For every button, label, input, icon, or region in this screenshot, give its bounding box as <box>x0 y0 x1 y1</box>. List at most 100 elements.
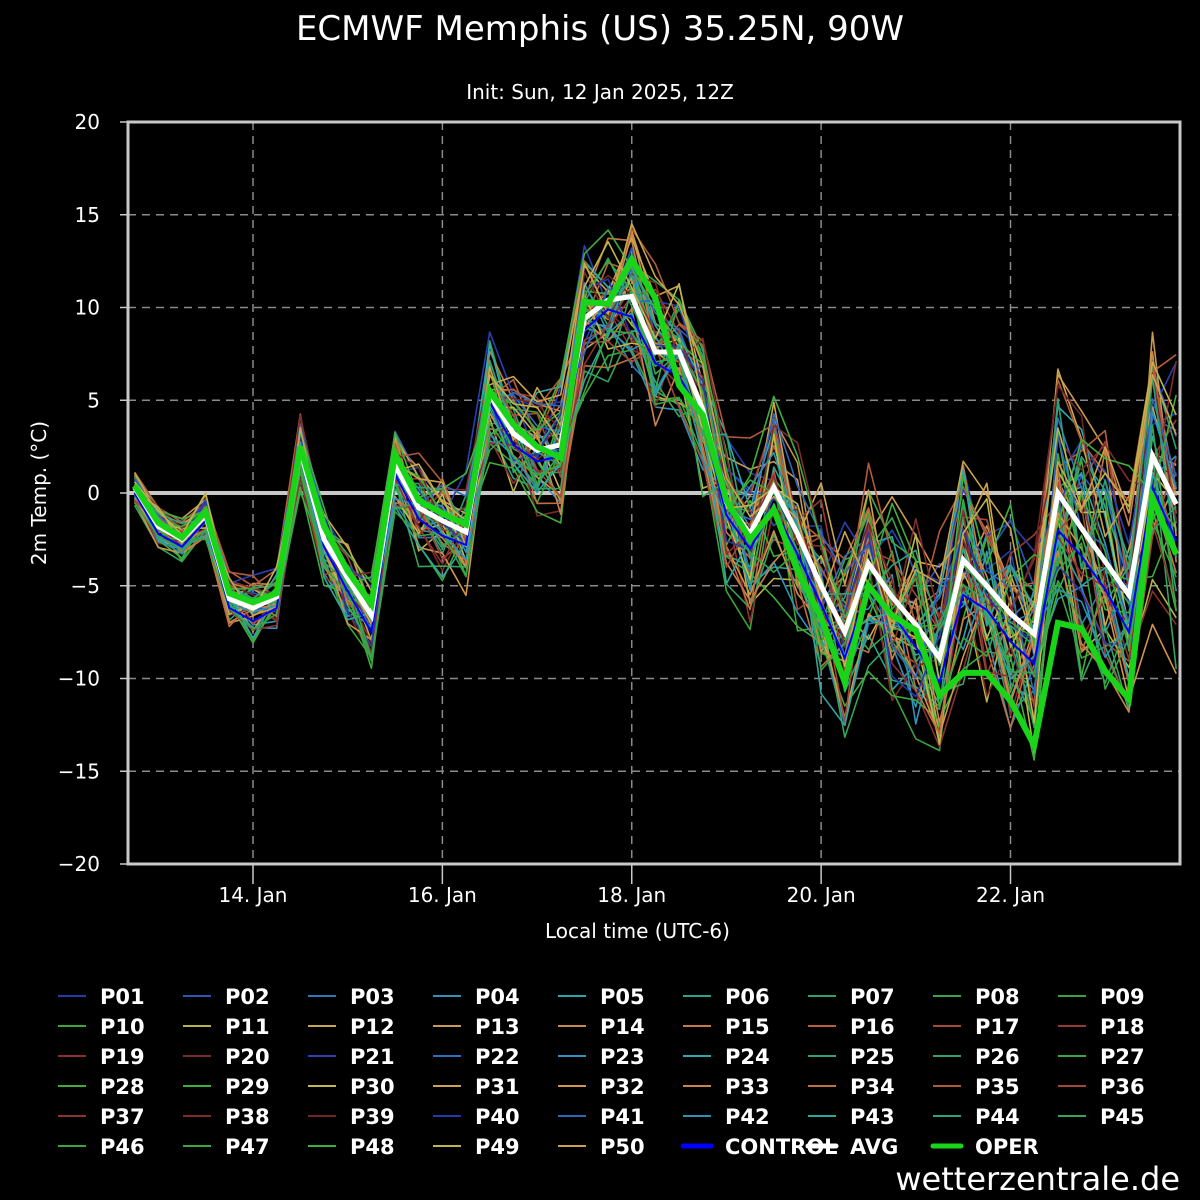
legend-label: P11 <box>225 1015 270 1039</box>
x-tick-label: 18. Jan <box>597 883 666 907</box>
legend-item: P23 <box>558 1045 645 1069</box>
x-tick-label: 14. Jan <box>218 883 287 907</box>
legend-label: P42 <box>725 1105 770 1129</box>
plot-frame <box>126 120 1182 866</box>
legend-item: P01 <box>58 985 145 1009</box>
legend-label: P31 <box>475 1075 520 1099</box>
legend-item: P17 <box>933 1015 1020 1039</box>
legend-label: P29 <box>225 1075 270 1099</box>
legend-item: AVG <box>805 1135 898 1159</box>
y-tick-label: 0 <box>87 481 100 505</box>
legend-label: P41 <box>600 1105 645 1129</box>
legend-item: P24 <box>683 1045 770 1069</box>
legend-item: P02 <box>183 985 270 1009</box>
legend-item: P50 <box>558 1135 645 1159</box>
legend-item: P19 <box>58 1045 145 1069</box>
legend-label: P06 <box>725 985 770 1009</box>
y-tick-label: −10 <box>58 667 100 691</box>
legend-label: P17 <box>975 1015 1020 1039</box>
legend-label: P46 <box>100 1135 145 1159</box>
legend-label: P14 <box>600 1015 645 1039</box>
x-axis: 14. Jan 16. Jan 18. Jan 20. Jan 22. Jan <box>218 864 1045 907</box>
legend-label: P34 <box>850 1075 895 1099</box>
legend-item: P16 <box>808 1015 895 1039</box>
legend-label: P02 <box>225 985 270 1009</box>
legend-label: P21 <box>350 1045 395 1069</box>
legend-item: P06 <box>683 985 770 1009</box>
legend-label: P36 <box>1100 1075 1145 1099</box>
legend-label: P32 <box>600 1075 645 1099</box>
y-tick-label: 15 <box>75 203 100 227</box>
main-series <box>132 253 1179 755</box>
legend-label: P48 <box>350 1135 395 1159</box>
legend-label: P20 <box>225 1045 270 1069</box>
legend-label: P22 <box>475 1045 520 1069</box>
legend-label: P16 <box>850 1015 895 1039</box>
legend-label: P07 <box>850 985 895 1009</box>
legend-item: P04 <box>433 985 520 1009</box>
legend-item: P18 <box>1058 1015 1145 1039</box>
legend-label: P19 <box>100 1045 145 1069</box>
legend-item: P27 <box>1058 1045 1145 1069</box>
legend-item: P33 <box>683 1075 770 1099</box>
legend-item: P30 <box>308 1075 395 1099</box>
y-axis-label: 2m Temp. (°C) <box>27 421 51 565</box>
legend-label: P33 <box>725 1075 770 1099</box>
legend-item: P10 <box>58 1015 145 1039</box>
legend-label: P47 <box>225 1135 270 1159</box>
legend-item: P22 <box>433 1045 520 1069</box>
legend-label: P08 <box>975 985 1020 1009</box>
credit-text: wetterzentrale.de <box>895 1160 1180 1198</box>
legend-label: P25 <box>850 1045 895 1069</box>
legend-item: P07 <box>808 985 895 1009</box>
legend-item: P47 <box>183 1135 270 1159</box>
legend-item: P14 <box>558 1015 645 1039</box>
legend-label: P38 <box>225 1105 270 1129</box>
legend-label: P04 <box>475 985 520 1009</box>
legend-item: P12 <box>308 1015 395 1039</box>
legend-label: P10 <box>100 1015 145 1039</box>
legend-label: P05 <box>600 985 645 1009</box>
legend-label: P43 <box>850 1105 895 1129</box>
legend-item: P08 <box>933 985 1020 1009</box>
y-tick-label: 10 <box>75 296 100 320</box>
legend-label: P01 <box>100 985 145 1009</box>
legend-item: P34 <box>808 1075 895 1099</box>
legend-item: P45 <box>1058 1105 1145 1129</box>
legend-label: P15 <box>725 1015 770 1039</box>
legend-item: P15 <box>683 1015 770 1039</box>
legend-label: P28 <box>100 1075 145 1099</box>
legend-item: P09 <box>1058 985 1145 1009</box>
legend-item: P13 <box>433 1015 520 1039</box>
legend-label: P27 <box>1100 1045 1145 1069</box>
legend-label: P26 <box>975 1045 1020 1069</box>
x-tick-label: 22. Jan <box>976 883 1045 907</box>
x-axis-label: Local time (UTC-6) <box>545 919 730 943</box>
legend-item: P21 <box>308 1045 395 1069</box>
legend-label: P18 <box>1100 1015 1145 1039</box>
legend-label: OPER <box>975 1135 1039 1159</box>
legend-item: P36 <box>1058 1075 1145 1099</box>
legend-item: P11 <box>183 1015 270 1039</box>
legend-item: P03 <box>308 985 395 1009</box>
legend-item: P37 <box>58 1105 145 1129</box>
legend-label: P39 <box>350 1105 395 1129</box>
grid <box>128 122 1180 864</box>
legend-item: P43 <box>808 1105 895 1129</box>
chart-title: ECMWF Memphis (US) 35.25N, 90W <box>296 9 904 49</box>
y-tick-label: −15 <box>58 759 100 783</box>
legend-label: P23 <box>600 1045 645 1069</box>
legend-item: P46 <box>58 1135 145 1159</box>
legend-label: P03 <box>350 985 395 1009</box>
legend-item: P38 <box>183 1105 270 1129</box>
legend-label: P30 <box>350 1075 395 1099</box>
y-tick-label: −20 <box>58 852 100 876</box>
legend-item: P42 <box>683 1105 770 1129</box>
legend: P01 P02 P03 P04 P05 P06 P07 P08 P09 P10 P11 P12 P13 P… <box>58 985 1145 1159</box>
legend-label: P13 <box>475 1015 520 1039</box>
legend-item: P28 <box>58 1075 145 1099</box>
legend-item: P41 <box>558 1105 645 1129</box>
legend-label: P50 <box>600 1135 645 1159</box>
legend-item: P20 <box>183 1045 270 1069</box>
